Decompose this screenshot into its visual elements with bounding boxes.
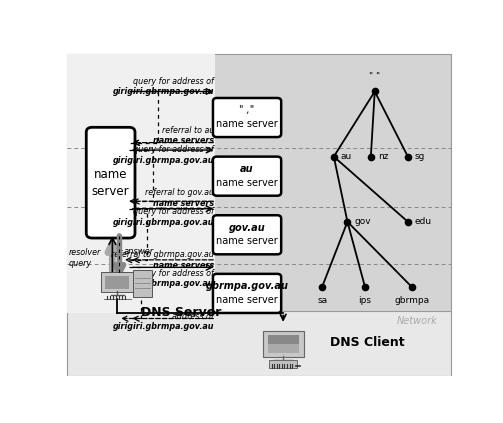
Text: query for address of: query for address of: [133, 77, 214, 86]
Text: referral to au: referral to au: [161, 126, 214, 135]
FancyBboxPatch shape: [67, 54, 215, 313]
FancyBboxPatch shape: [213, 98, 281, 137]
Text: gov: gov: [355, 217, 371, 226]
Text: gov.au: gov.au: [229, 222, 266, 233]
Text: resolver
query: resolver query: [69, 247, 101, 268]
Text: address of: address of: [173, 312, 214, 321]
Text: gbrmpa: gbrmpa: [394, 296, 430, 305]
FancyBboxPatch shape: [133, 270, 152, 297]
Text: DNS Server: DNS Server: [141, 306, 221, 319]
FancyBboxPatch shape: [213, 274, 281, 313]
FancyBboxPatch shape: [213, 157, 281, 196]
Text: referral to gov.au: referral to gov.au: [145, 188, 214, 197]
FancyBboxPatch shape: [102, 272, 133, 292]
Text: gbrmpa.gov.au: gbrmpa.gov.au: [206, 281, 289, 291]
Text: query for address of: query for address of: [133, 207, 214, 216]
Text: girigiri.gbrmpa.gov.au: girigiri.gbrmpa.gov.au: [113, 87, 214, 96]
FancyBboxPatch shape: [268, 335, 299, 353]
FancyBboxPatch shape: [268, 335, 299, 344]
Text: name
server: name server: [92, 168, 129, 198]
FancyBboxPatch shape: [87, 127, 135, 238]
Text: au: au: [341, 152, 352, 161]
Text: name server: name server: [216, 119, 278, 129]
Text: sg: sg: [415, 152, 425, 161]
Text: name server: name server: [216, 295, 278, 305]
Text: name server: name server: [216, 178, 278, 188]
Text: name servers: name servers: [153, 261, 214, 269]
Text: edu: edu: [415, 217, 432, 226]
Text: ips: ips: [359, 296, 372, 305]
FancyBboxPatch shape: [270, 360, 297, 368]
FancyBboxPatch shape: [213, 215, 281, 254]
FancyBboxPatch shape: [106, 276, 129, 289]
Text: referral to gbrmpa.gov.au: referral to gbrmpa.gov.au: [111, 250, 214, 259]
Text: name server: name server: [216, 236, 278, 246]
Text: name servers: name servers: [153, 136, 214, 145]
Text: girigiri.gbrmpa.gov.au: girigiri.gbrmpa.gov.au: [113, 217, 214, 227]
Text: nz: nz: [378, 152, 388, 161]
Text: " ": " ": [369, 72, 380, 81]
Text: query for address of: query for address of: [133, 269, 214, 278]
Text: name servers: name servers: [153, 199, 214, 208]
Text: sa: sa: [317, 296, 327, 305]
Text: au: au: [240, 164, 254, 174]
Text: " ,": " ,": [239, 105, 255, 115]
Text: girigiri.gbrmpa.gov.au: girigiri.gbrmpa.gov.au: [113, 280, 214, 288]
Text: DNS Client: DNS Client: [330, 336, 404, 349]
FancyBboxPatch shape: [67, 54, 451, 313]
Text: girigiri.gbrmpa.gov.au: girigiri.gbrmpa.gov.au: [113, 156, 214, 165]
Text: Network: Network: [396, 316, 437, 326]
Text: query for address of: query for address of: [133, 145, 214, 154]
Text: answer: answer: [124, 247, 154, 255]
FancyBboxPatch shape: [263, 331, 304, 357]
FancyBboxPatch shape: [67, 311, 451, 376]
Text: girigiri.gbrmpa.gov.au: girigiri.gbrmpa.gov.au: [113, 322, 214, 332]
